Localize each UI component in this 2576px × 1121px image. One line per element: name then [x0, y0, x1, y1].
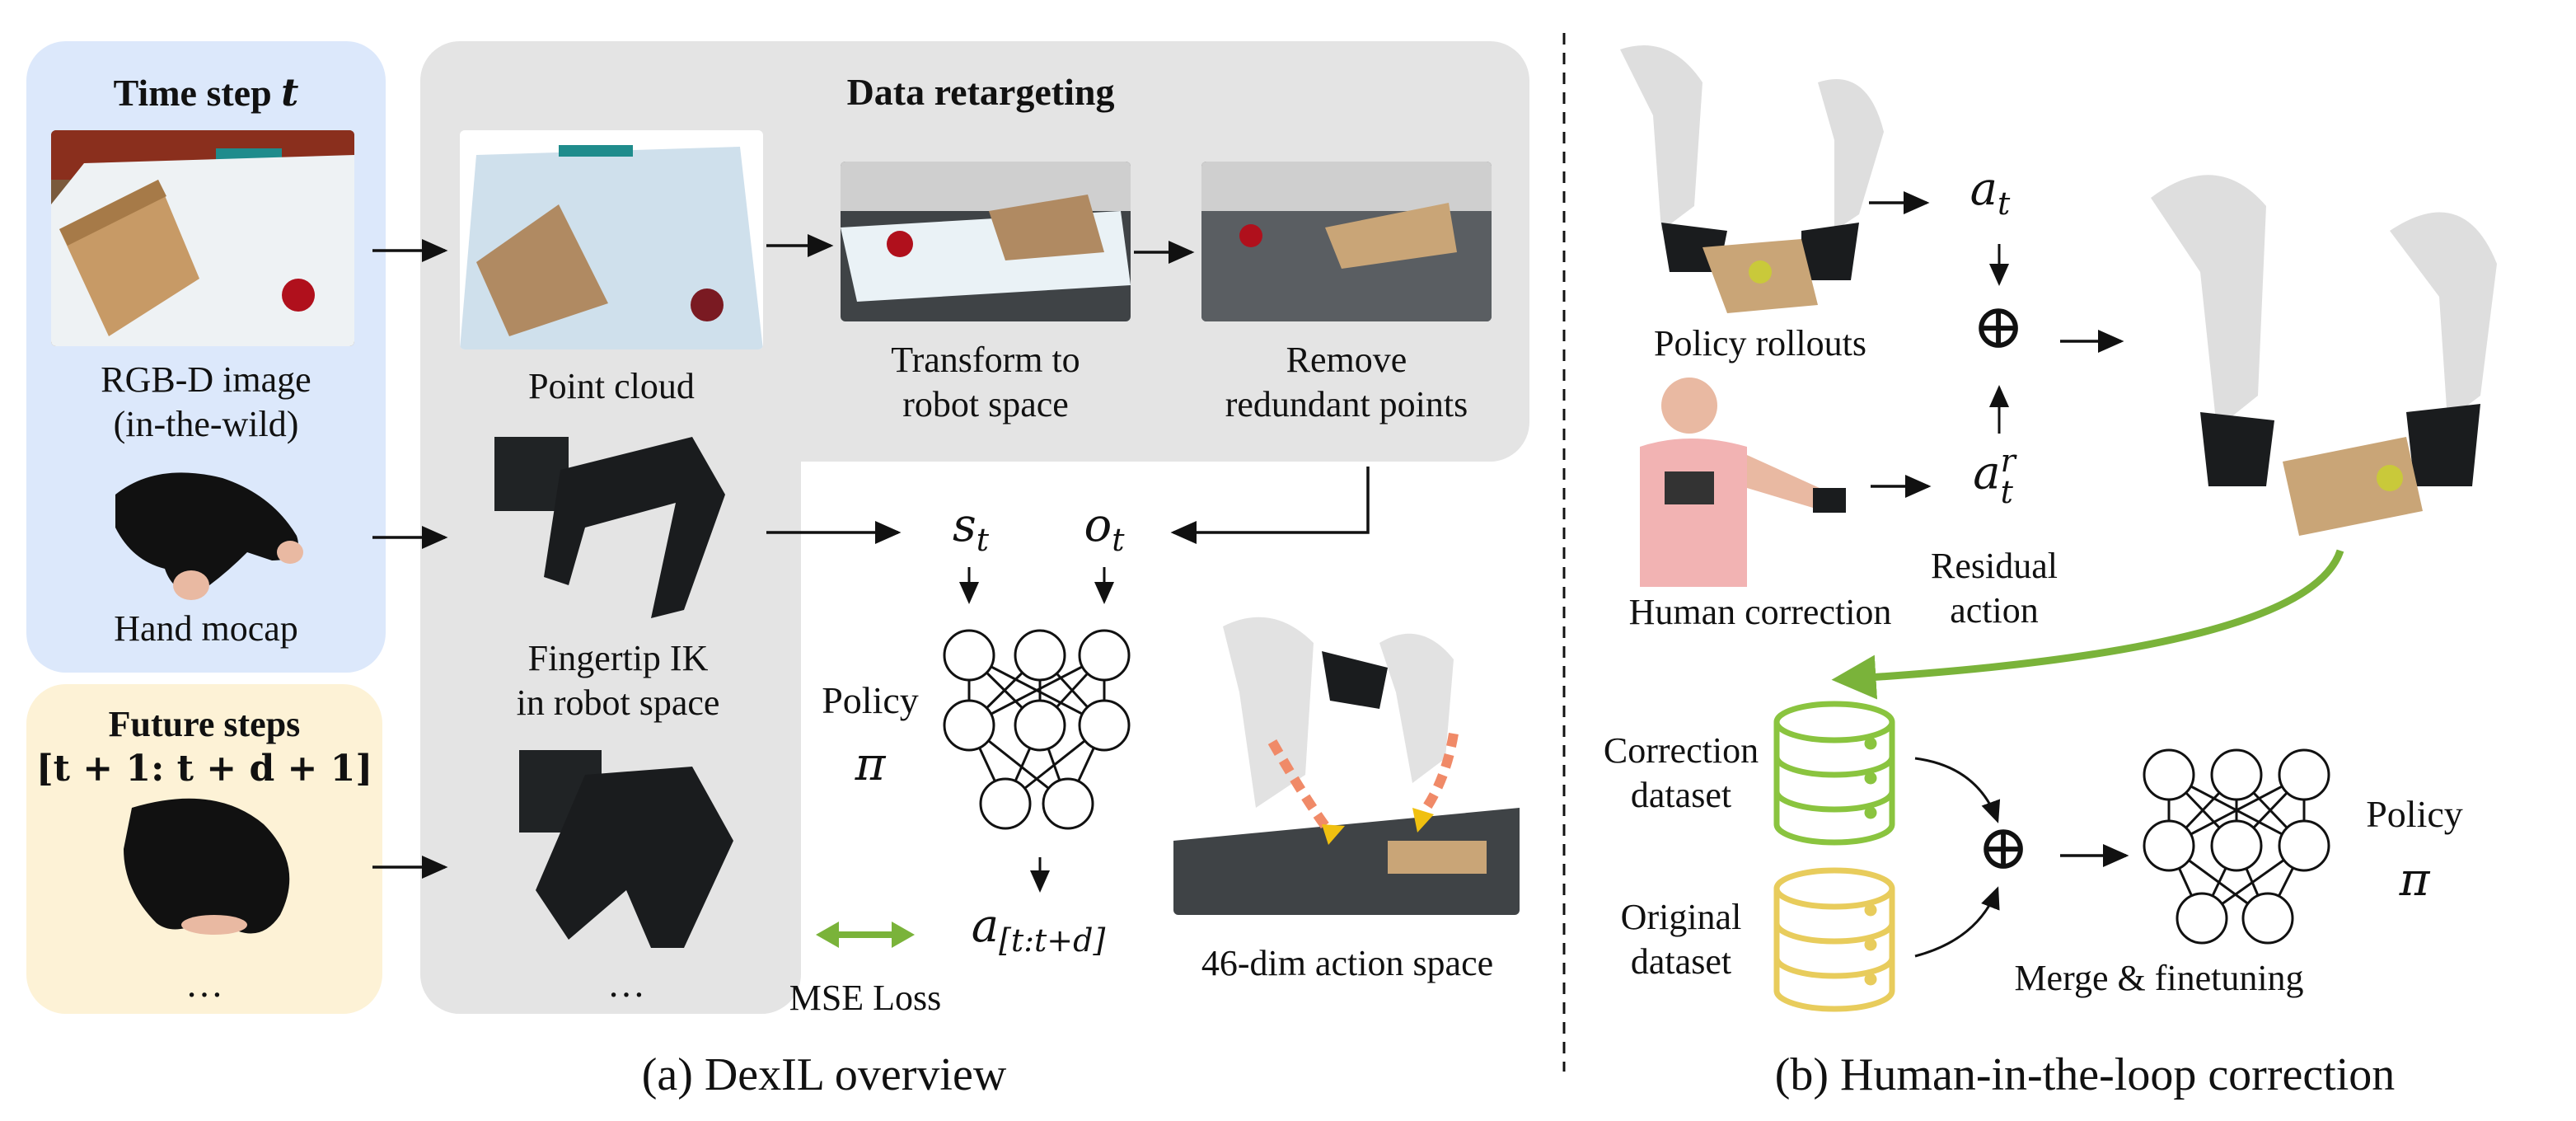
state-symbol: st	[952, 499, 990, 559]
fingertip-ik-label: Fingertip IK in robot space	[516, 638, 720, 723]
transform-image	[841, 162, 1131, 321]
policy-network-b	[2143, 748, 2330, 945]
action-space-image	[1173, 593, 1520, 915]
original-dataset-icon	[1773, 867, 1895, 1012]
corrected-rollout-image	[2134, 148, 2530, 536]
policy-rollouts-label: Policy rollouts	[1654, 323, 1866, 364]
rgbd-label: RGB-D image (in-the-wild)	[101, 359, 311, 444]
caption-a: (a) DexIL overview	[641, 1049, 1007, 1100]
obs-symbol: ot	[1084, 499, 1125, 559]
human-correction-image	[1623, 378, 1879, 587]
data-retargeting-title: Data retargeting	[846, 71, 1115, 113]
robot-hand-image-1	[478, 420, 758, 635]
remove-points-image	[1201, 162, 1492, 321]
correction-dataset-icon	[1773, 701, 1895, 846]
plus-node-top: ⊕	[1972, 289, 2025, 363]
policy-symbol-b: π	[2399, 853, 2430, 907]
point-cloud-label: Point cloud	[528, 366, 695, 406]
future-hand-glove	[115, 791, 313, 956]
future-steps-title: Future steps	[108, 704, 301, 744]
policy-rollouts-image	[1604, 33, 1925, 313]
policy-label-b: Policy	[2366, 793, 2463, 835]
point-cloud-image	[460, 130, 763, 349]
correction-dataset-label: Correction dataset	[1603, 730, 1759, 815]
mse-loss-label: MSE Loss	[789, 978, 942, 1018]
arrow-original-to-merge	[1914, 886, 2000, 958]
robot-hand-image-2	[503, 742, 750, 956]
caption-b: (b) Human-in-the-loop correction	[1774, 1049, 2396, 1100]
human-correction-label: Human correction	[1628, 592, 1892, 632]
policy-label-a: Policy	[822, 679, 919, 721]
action-symbol-a: a[t:t+d]	[971, 899, 1106, 959]
hand-mocap-label: Hand mocap	[114, 608, 298, 649]
action-space-label: 46-dim action space	[1201, 943, 1494, 983]
future-ellipsis: …	[185, 963, 223, 1005]
rgbd-image	[51, 130, 354, 346]
residual-action-label: Residual action	[1931, 546, 2058, 631]
plus-node-bottom: ⊕	[1977, 810, 2030, 884]
remove-points-label: Remove redundant points	[1225, 340, 1468, 424]
policy-symbol-a: π	[855, 738, 886, 791]
merge-finetuning-label: Merge & finetuning	[2014, 958, 2304, 998]
section-divider	[1562, 33, 1566, 1072]
transform-label: Transform to robot space	[891, 340, 1080, 424]
hand-mocap-glove	[99, 462, 313, 602]
robot-ellipsis: …	[607, 963, 645, 1005]
future-steps-range: [t + 1: t + d + 1]	[35, 748, 373, 790]
original-dataset-label: Original dataset	[1620, 897, 1742, 982]
action-symbol-b: at	[1969, 162, 2011, 223]
time-step-title: Time step t	[113, 70, 299, 115]
